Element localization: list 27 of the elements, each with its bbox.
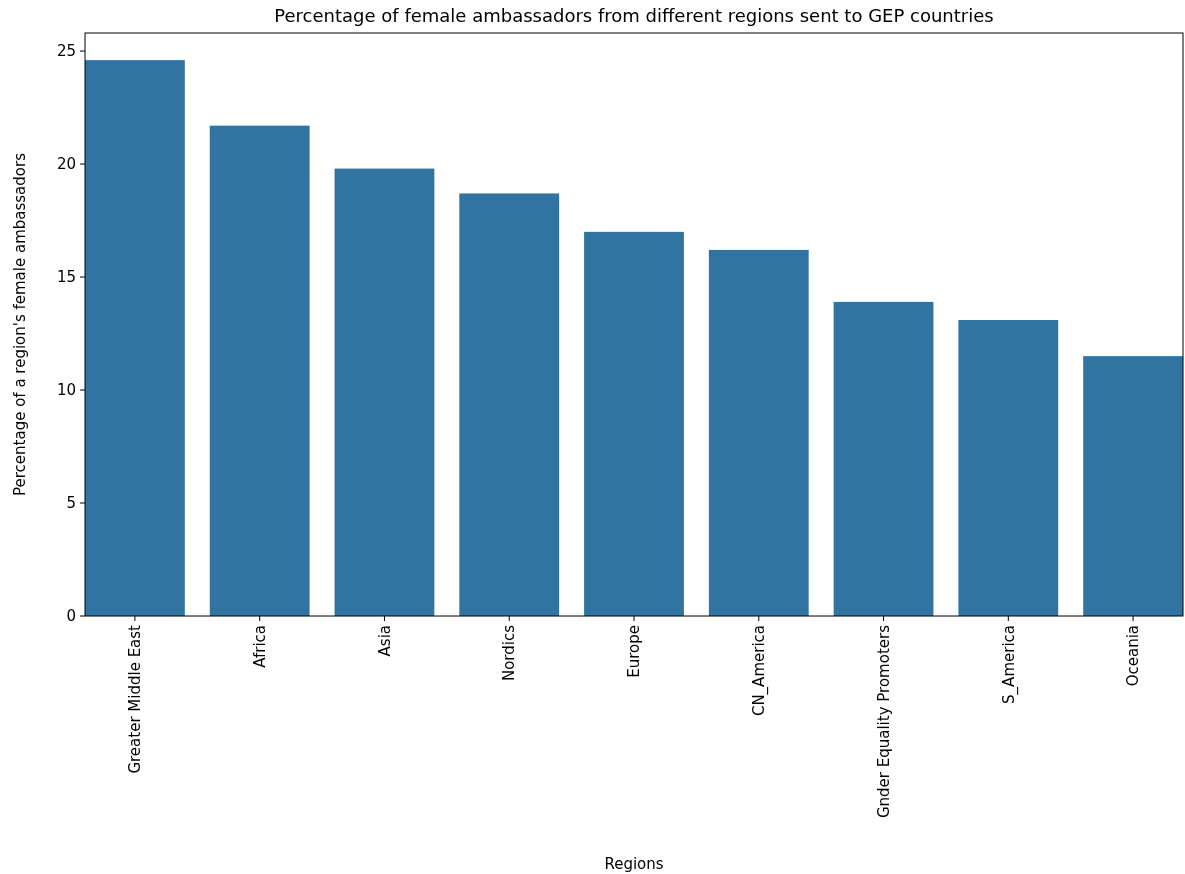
bar bbox=[1083, 356, 1183, 616]
x-tick-label: Asia bbox=[375, 625, 394, 657]
bar bbox=[958, 319, 1059, 616]
bar bbox=[459, 193, 560, 616]
x-tick-label: Gnder Equality Promoters bbox=[874, 624, 893, 819]
bar bbox=[584, 231, 684, 616]
y-tick-label: 15 bbox=[56, 268, 76, 287]
y-tick-label: 5 bbox=[66, 494, 76, 513]
y-tick-label: 0 bbox=[66, 607, 76, 626]
y-axis-title: Percentage of a region's female ambassadors bbox=[11, 152, 29, 496]
x-tick-label: Oceania bbox=[1124, 625, 1143, 687]
x-tick-label: CN_America bbox=[750, 625, 770, 717]
x-tick-label: Africa bbox=[250, 625, 269, 668]
x-axis-title: Regions bbox=[604, 855, 664, 873]
x-tick-label: Europe bbox=[625, 625, 644, 678]
y-tick-label: 20 bbox=[56, 155, 76, 174]
chart-title: Percentage of female ambassadors from different regions sent to GEP countries bbox=[274, 5, 994, 26]
y-tick-label: 25 bbox=[56, 42, 76, 61]
x-tick-label: S_America bbox=[999, 625, 1019, 704]
x-tick-label: Greater Middle East bbox=[126, 624, 145, 774]
bar bbox=[85, 60, 185, 616]
bar bbox=[209, 125, 310, 616]
bar bbox=[833, 301, 934, 616]
x-tick-label: Nordics bbox=[500, 624, 519, 682]
y-tick-label: 10 bbox=[56, 381, 76, 400]
bar bbox=[708, 249, 809, 616]
bar bbox=[334, 168, 435, 616]
